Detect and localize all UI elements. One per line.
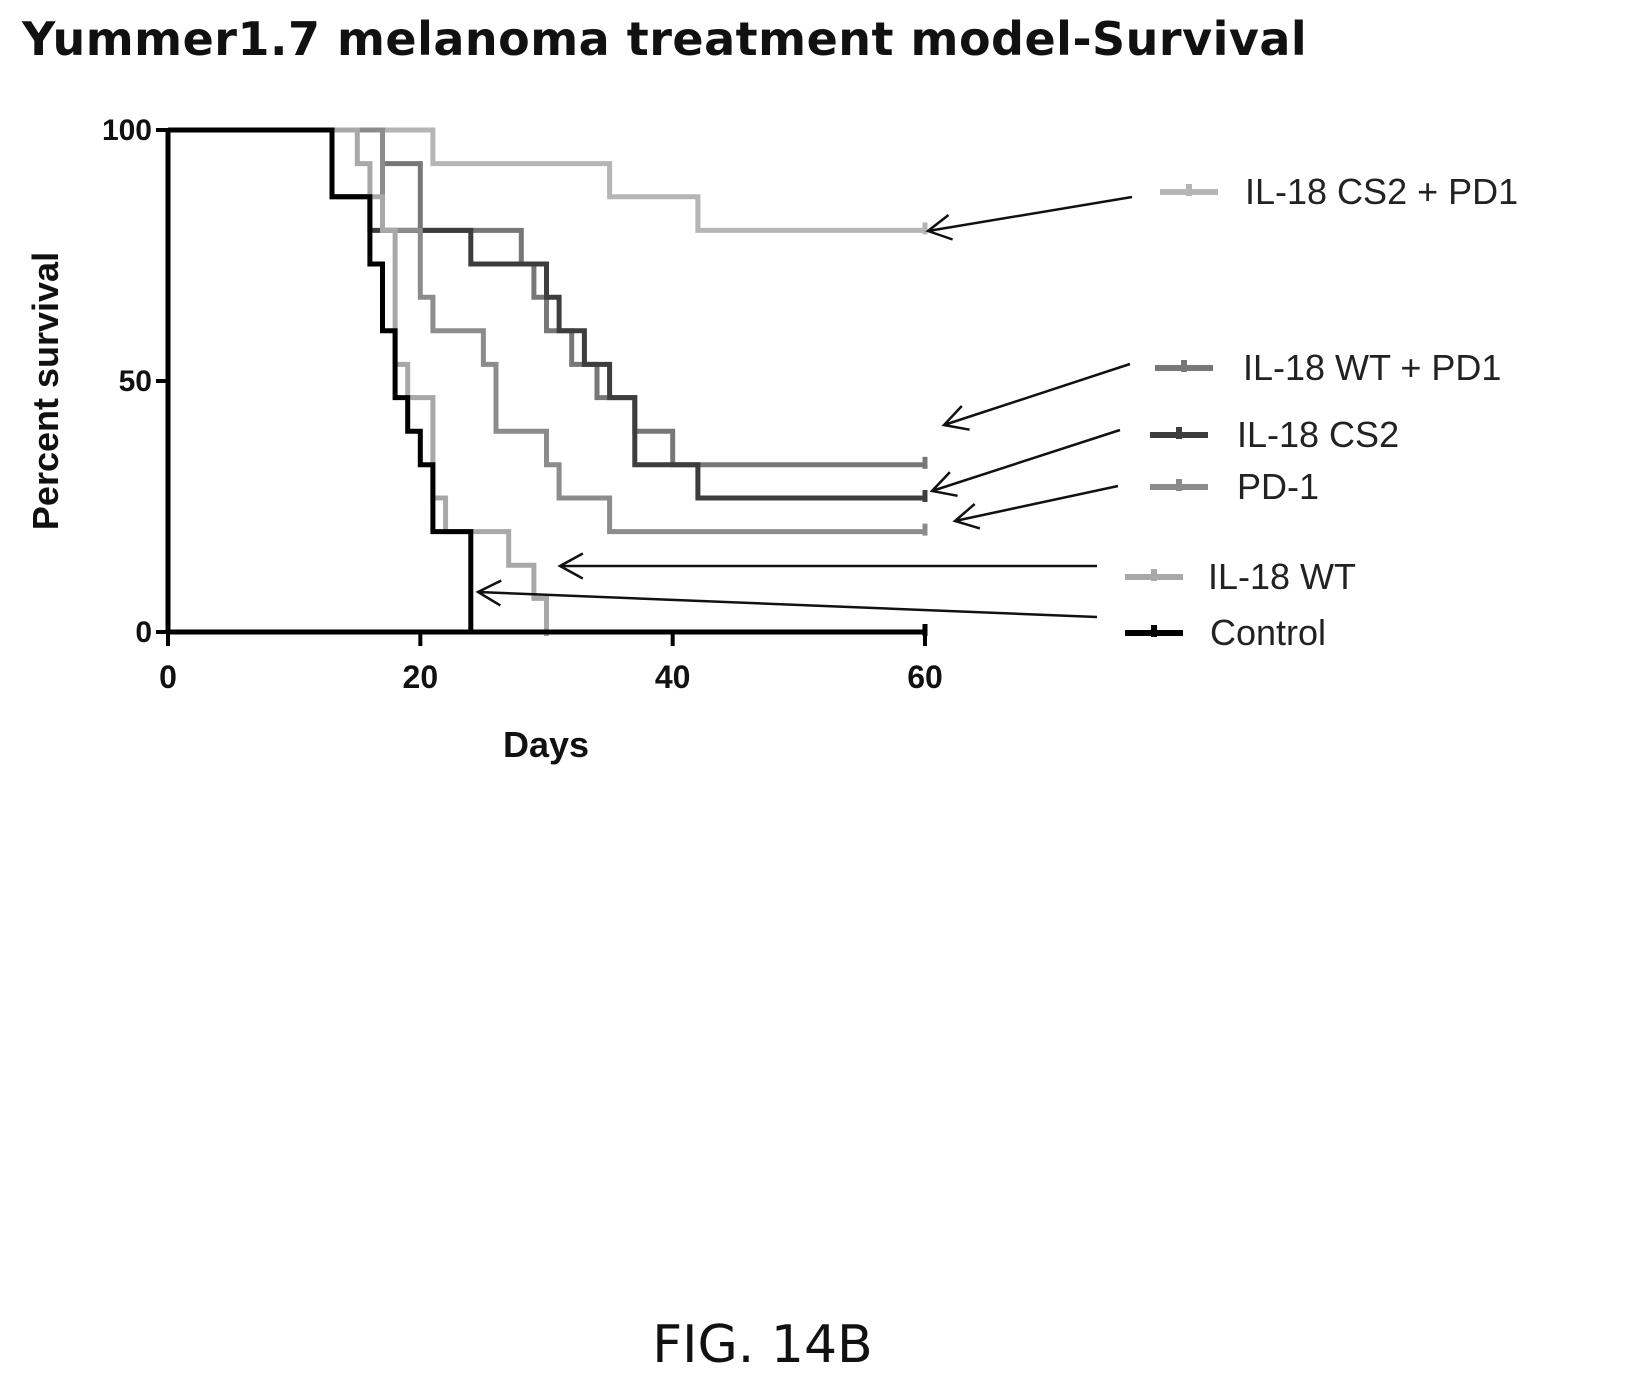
series-line-5 — [168, 127, 925, 635]
legend-arrow-3 — [954, 484, 1119, 523]
censor-mark-3 — [922, 523, 928, 536]
x-tick-label-2: 40 — [655, 659, 691, 695]
legend-label-1: IL-18 WT + PD1 — [1243, 347, 1501, 388]
legend-marker-5 — [1151, 625, 1157, 637]
legend-arrow-0 — [927, 195, 1133, 233]
censor-mark-2 — [922, 489, 928, 502]
legend-arrowhead-2 — [929, 471, 958, 498]
legend-arrowhead-4 — [557, 552, 584, 580]
legend-marker-3 — [1176, 479, 1182, 491]
legend-marker-1 — [1181, 360, 1187, 372]
legend-arrow-1 — [943, 362, 1131, 427]
series-line-0 — [168, 127, 925, 233]
legend-marker-4 — [1151, 569, 1157, 581]
x-axis-label: Days — [503, 724, 589, 765]
legend-label-5: Control — [1210, 612, 1326, 653]
legend-arrowhead-3 — [952, 503, 981, 530]
legend-label-2: IL-18 CS2 — [1237, 414, 1399, 455]
legend-layer: IL-18 CS2 + PD1 IL-18 WT + PD1 IL-18 CS2 PD… — [475, 171, 1518, 653]
axes-layer: 0 50 100 0 20 40 60 Days Percent survival — [25, 114, 943, 765]
legend-label-3: PD-1 — [1237, 466, 1319, 507]
y-tick-label-0: 0 — [135, 616, 152, 649]
x-tick-label-3: 60 — [907, 659, 943, 695]
x-tick-label-0: 0 — [159, 659, 177, 695]
legend-label-0: IL-18 CS2 + PD1 — [1245, 171, 1518, 212]
legend-marker-2 — [1176, 427, 1182, 439]
censor-mark-1 — [922, 456, 928, 469]
y-axis-label: Percent survival — [25, 252, 66, 530]
y-tick-label-1: 50 — [119, 365, 152, 398]
legend-arrowhead-1 — [941, 405, 970, 431]
legend-arrow-2 — [931, 428, 1121, 493]
y-tick-label-2: 100 — [102, 114, 152, 147]
x-tick-label-1: 20 — [403, 659, 439, 695]
figure-label: FIG. 14B — [652, 1315, 873, 1375]
series-line-3 — [168, 127, 925, 535]
chart-title: Yummer1.7 melanoma treatment model-Survi… — [22, 12, 1308, 66]
legend-marker-0 — [1186, 184, 1192, 196]
legend-arrow-5 — [477, 590, 1098, 619]
series-layer — [168, 127, 928, 636]
legend-arrowhead-5 — [475, 579, 502, 607]
censor-mark-0 — [922, 222, 928, 235]
legend-label-4: IL-18 WT — [1208, 556, 1356, 597]
legend-arrowhead-0 — [925, 214, 954, 241]
series-line-4 — [168, 127, 549, 632]
